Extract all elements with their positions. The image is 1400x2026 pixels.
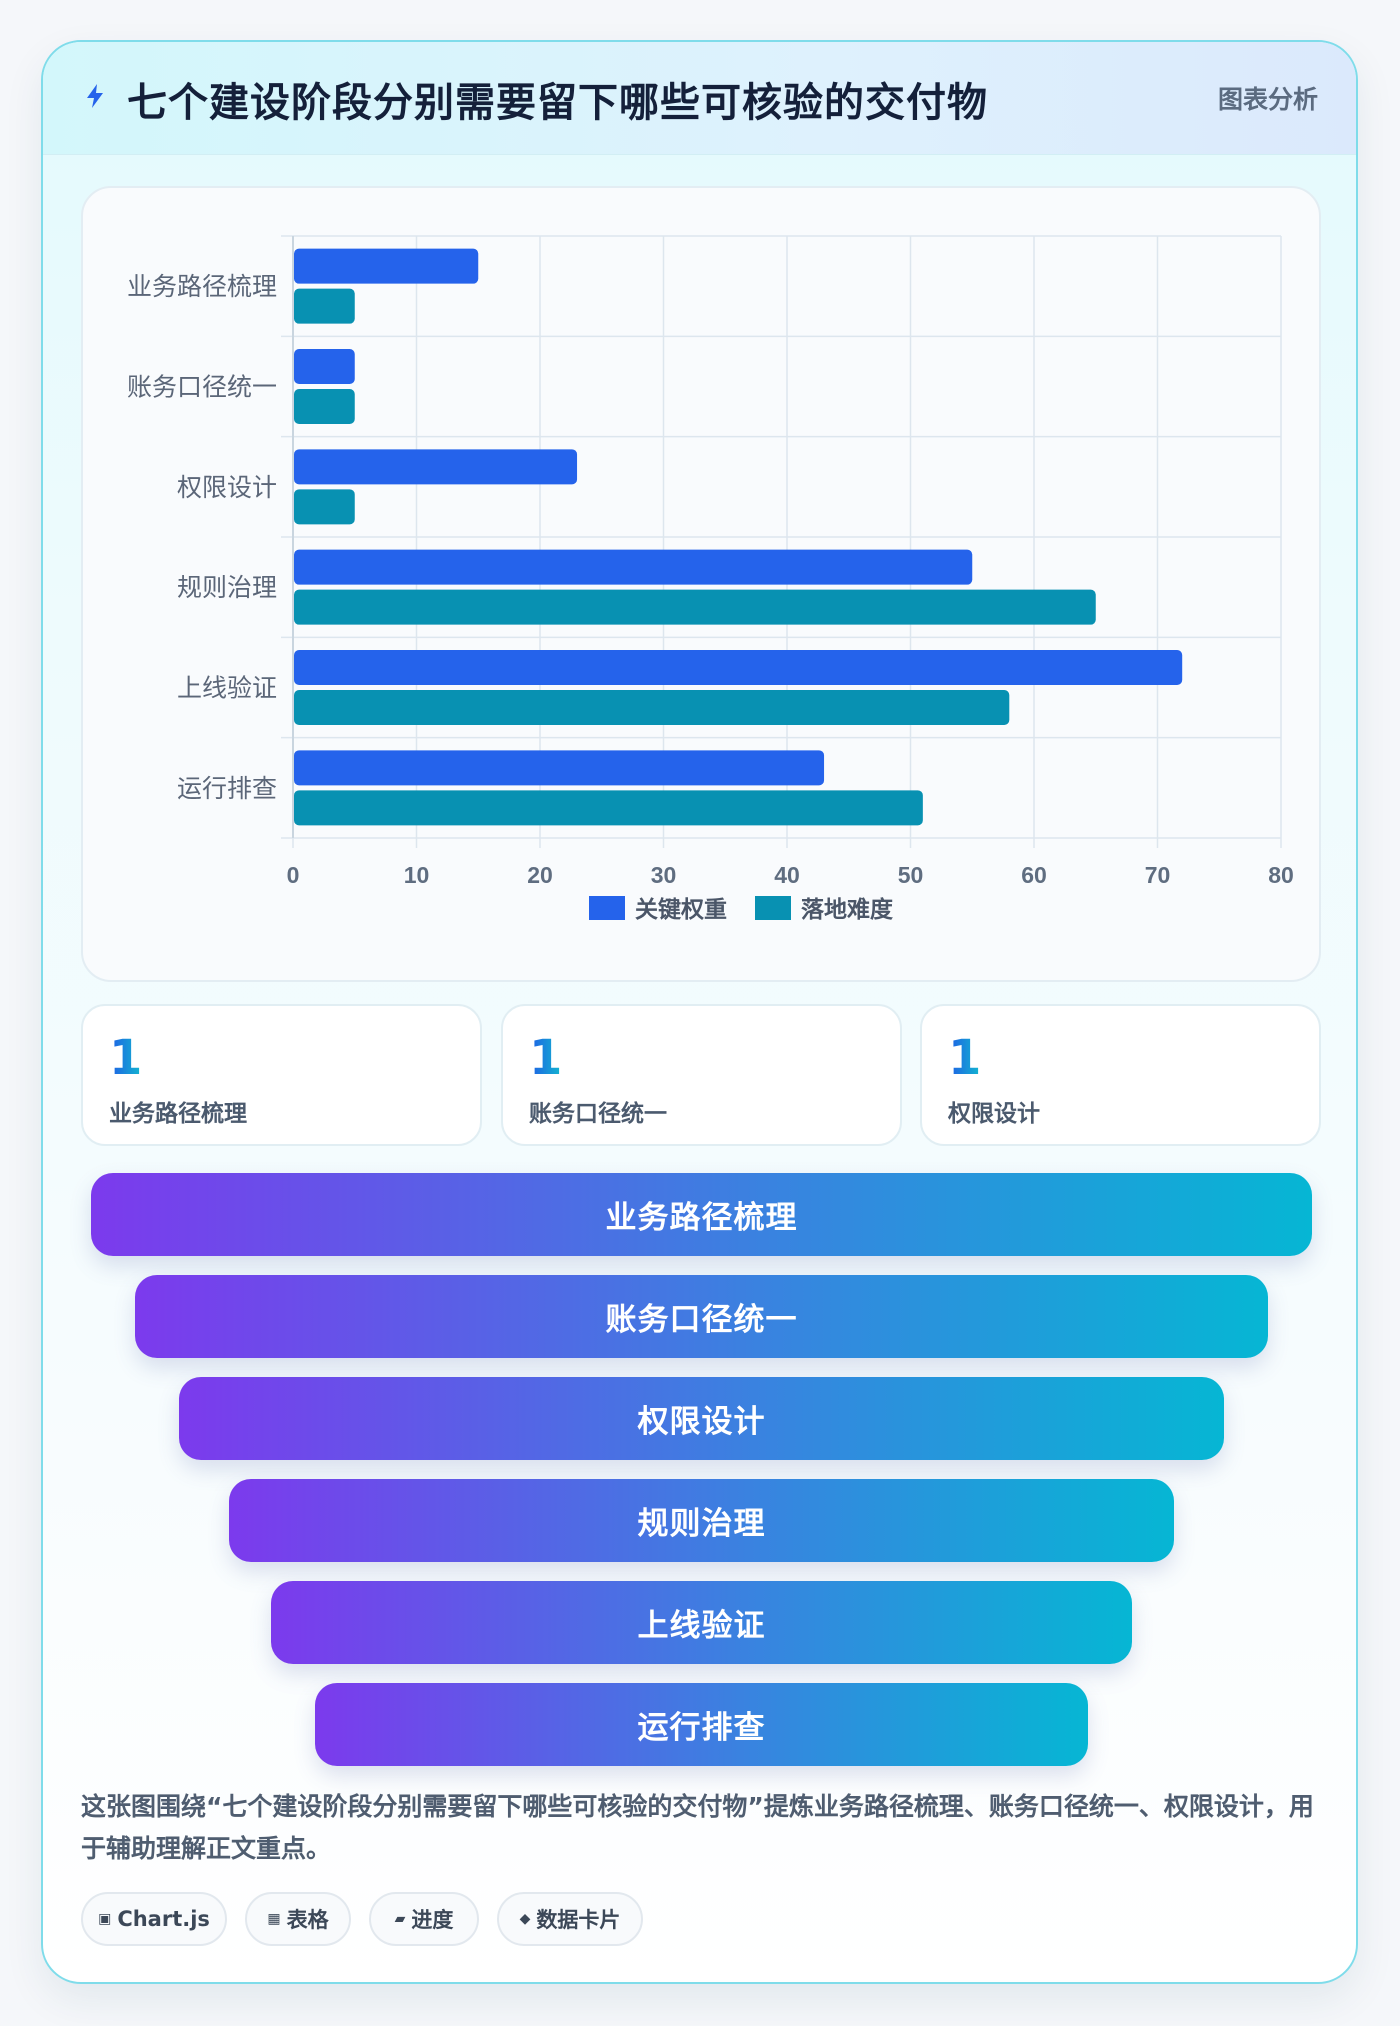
bar-weight	[294, 650, 1183, 685]
stat-card: 1 权限设计	[920, 1004, 1321, 1146]
page-title: 七个建设阶段分别需要留下哪些可核验的交付物	[127, 80, 988, 126]
y-category-label: 规则治理	[177, 573, 277, 602]
chart-description: 这张图围绕“七个建设阶段分别需要留下哪些可核验的交付物”提炼业务路径梳理、账务口…	[81, 1792, 1314, 1863]
funnel-step: 业务路径梳理	[91, 1173, 1312, 1256]
x-tick-label: 10	[404, 862, 430, 888]
card-header: 七个建设阶段分别需要留下哪些可核验的交付物 图表分析	[43, 42, 1356, 155]
x-tick-label: 40	[774, 862, 800, 888]
funnel-step: 上线验证	[271, 1581, 1132, 1664]
x-tick-label: 20	[527, 862, 553, 888]
legend-label: 关键权重	[635, 896, 727, 923]
stat-card: 1 账务口径统一	[501, 1004, 902, 1146]
legend-swatch	[589, 896, 625, 920]
bar-weight	[294, 349, 355, 384]
y-category-label: 上线验证	[177, 674, 277, 703]
progress-icon: ▰	[394, 1911, 406, 1927]
funnel-step: 账务口径统一	[135, 1275, 1268, 1358]
bar-weight	[294, 248, 479, 284]
funnel-step: 运行排查	[315, 1683, 1088, 1766]
x-tick-label: 60	[1021, 862, 1047, 888]
stat-label: 账务口径统一	[529, 1101, 667, 1127]
y-category-label: 账务口径统一	[127, 373, 277, 402]
chip-chartjs[interactable]: ▣ Chart.js	[81, 1892, 227, 1946]
chart-analysis-tag: 图表分析	[1217, 85, 1318, 114]
chip-label: 表格	[286, 1908, 329, 1932]
x-tick-label: 70	[1145, 862, 1171, 888]
bar-difficulty	[294, 489, 355, 525]
chip-table[interactable]: ▦ 表格	[245, 1892, 351, 1946]
table-icon: ▦	[267, 1911, 281, 1927]
bar-difficulty	[294, 288, 355, 324]
stat-value: 1	[529, 1030, 563, 1086]
stat-label: 权限设计	[948, 1101, 1040, 1127]
y-category-label: 业务路径梳理	[127, 272, 277, 301]
bar-difficulty	[294, 389, 355, 424]
bar-chart: 0 10 20 30 40 50 60 70 80 业务路径梳理账务口径统一权限设计规则治理上线验…	[127, 235, 1294, 923]
legend-swatch	[755, 896, 791, 920]
stat-card: 1 业务路径梳理	[81, 1004, 482, 1146]
card-icon: ◆	[519, 1911, 531, 1927]
funnel-step: 权限设计	[179, 1377, 1224, 1460]
chip-label: 数据卡片	[536, 1908, 621, 1932]
chip-progress[interactable]: ▰ 进度	[369, 1892, 479, 1946]
chip-label: 进度	[411, 1908, 454, 1932]
chip-data-card[interactable]: ◆ 数据卡片	[497, 1892, 643, 1946]
bar-weight	[294, 449, 578, 485]
bar-difficulty	[294, 690, 1010, 725]
legend-label: 落地难度	[801, 896, 894, 923]
funnel-step: 规则治理	[229, 1479, 1174, 1562]
y-category-label: 运行排查	[177, 774, 277, 803]
bar-weight	[294, 549, 973, 585]
bar-weight	[294, 750, 825, 786]
stat-value: 1	[109, 1030, 143, 1086]
lightning-icon	[87, 84, 103, 108]
stat-label: 业务路径梳理	[109, 1101, 247, 1127]
bar-difficulty	[294, 589, 1096, 625]
chart-icon: ▣	[98, 1911, 112, 1927]
x-tick-label: 30	[651, 862, 677, 888]
bar-difficulty	[294, 790, 923, 826]
x-tick-label: 80	[1268, 862, 1294, 888]
chip-label: Chart.js	[117, 1907, 210, 1931]
main-card: 七个建设阶段分别需要留下哪些可核验的交付物 图表分析 0 10 20 30 40 50 60…	[41, 40, 1358, 1984]
stat-cards: 1 业务路径梳理 1 账务口径统一 1 权限设计	[81, 1004, 1321, 1146]
x-tick-label: 50	[898, 862, 924, 888]
y-category-label: 权限设计	[177, 473, 277, 502]
stat-value: 1	[948, 1030, 982, 1086]
bar-chart-panel: 0 10 20 30 40 50 60 70 80 业务路径梳理 账务口径统一权限设计规则治理上线验…	[81, 186, 1321, 982]
x-tick-label: 0	[287, 862, 300, 888]
